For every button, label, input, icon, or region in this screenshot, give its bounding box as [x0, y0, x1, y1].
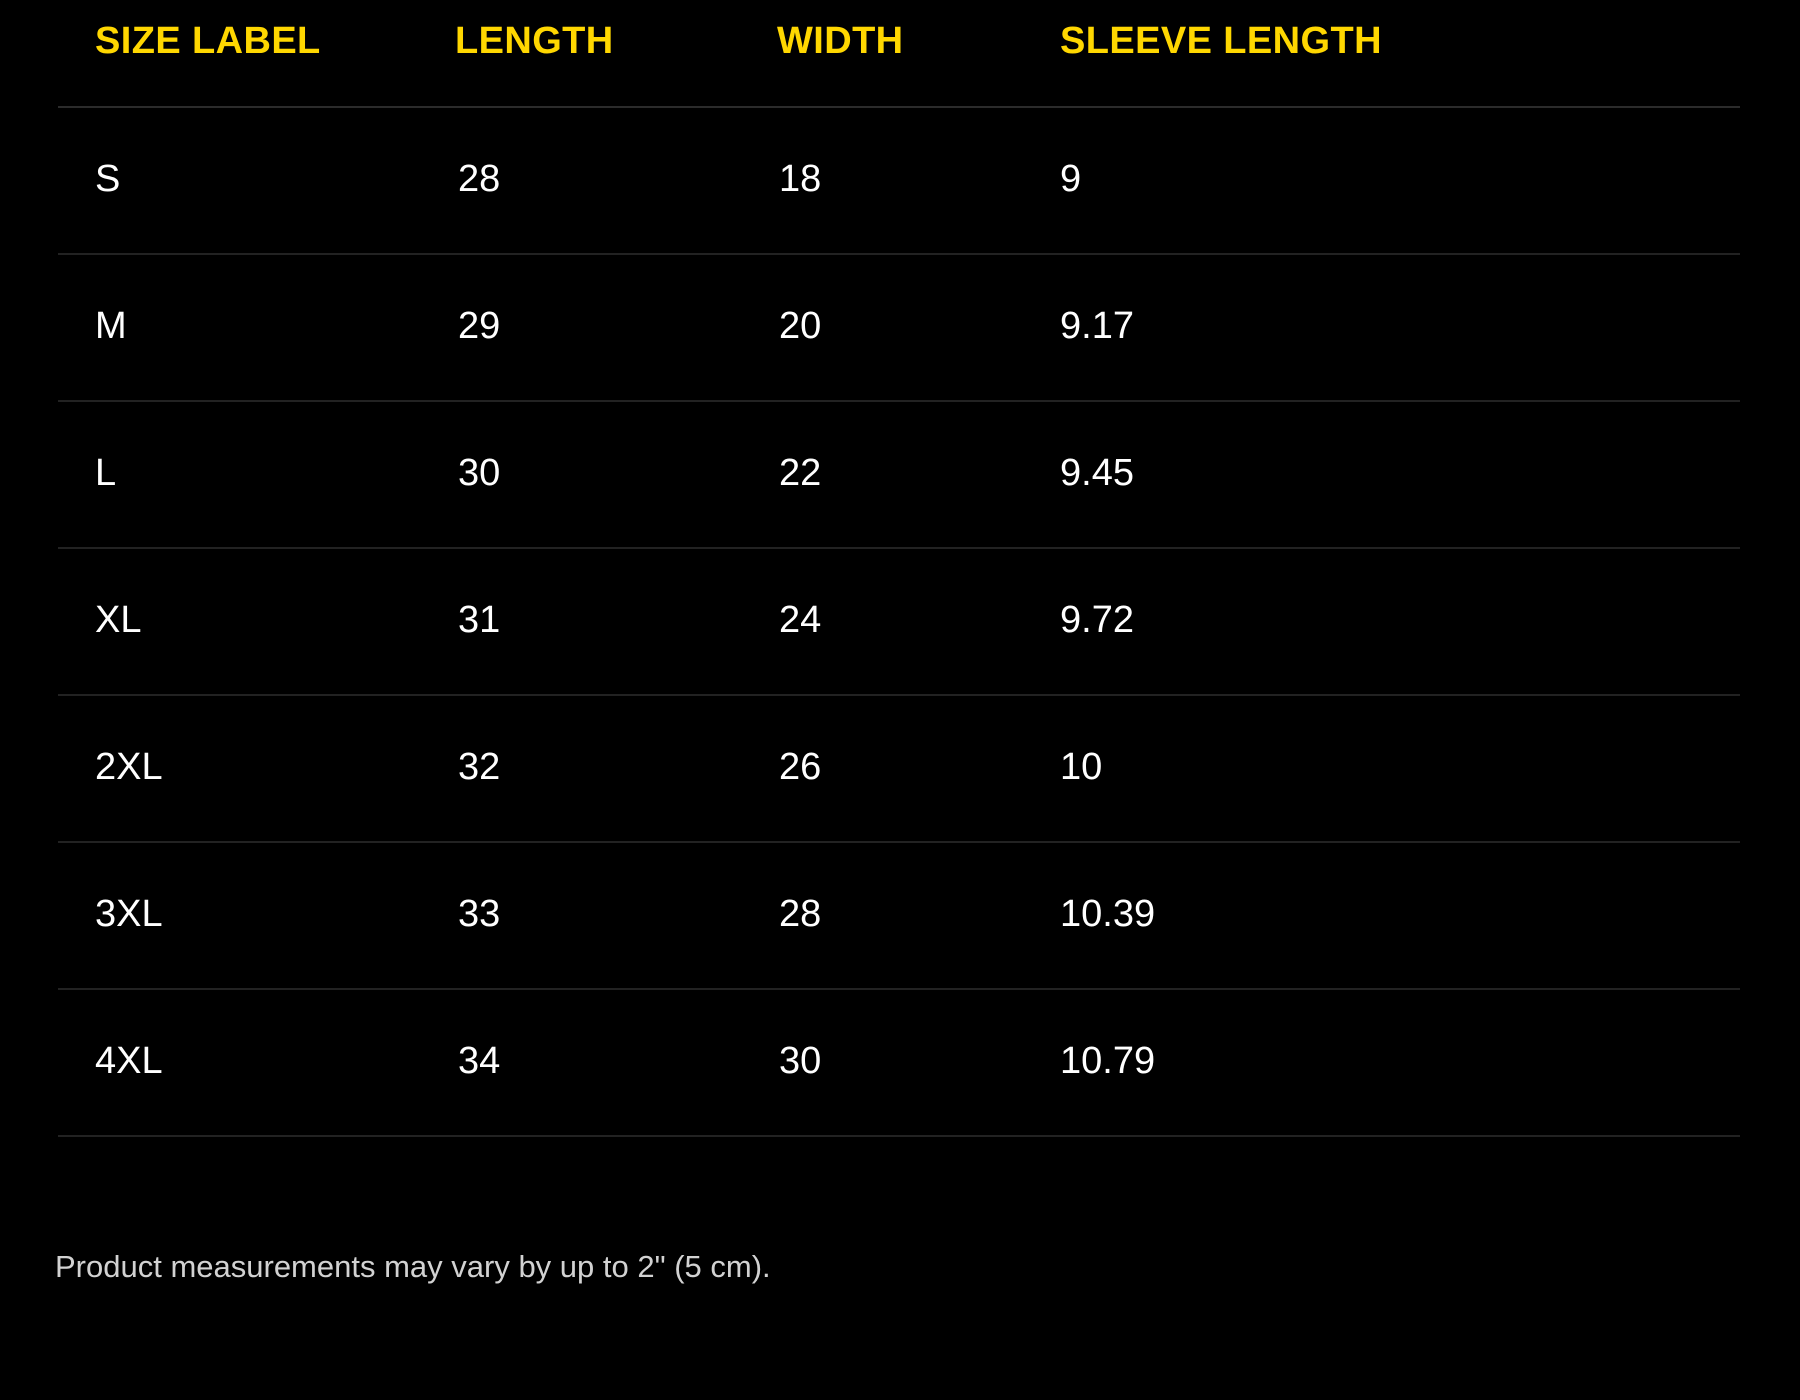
- cell-sleeve-length: 9.17: [1058, 253, 1740, 402]
- cell-width: 26: [768, 694, 1058, 843]
- cell-width: 28: [768, 841, 1058, 990]
- cell-sleeve-length: 9.72: [1058, 547, 1740, 696]
- cell-length: 33: [448, 841, 768, 990]
- cell-size-label: M: [58, 253, 448, 402]
- cell-sleeve-length: 9: [1058, 106, 1740, 255]
- cell-length: 29: [448, 253, 768, 402]
- cell-length: 30: [448, 400, 768, 549]
- cell-width: 18: [768, 106, 1058, 255]
- column-header-size-label: SIZE LABEL: [58, 21, 448, 108]
- size-chart-table: SIZE LABEL LENGTH WIDTH SLEEVE LENGTH S …: [58, 21, 1740, 1137]
- cell-size-label: S: [58, 106, 448, 255]
- column-header-width: WIDTH: [768, 21, 1058, 108]
- measurement-disclaimer-note: Product measurements may vary by up to 2…: [55, 1249, 771, 1284]
- cell-length: 32: [448, 694, 768, 843]
- cell-length: 34: [448, 988, 768, 1137]
- table-row: XL 31 24 9.72: [58, 547, 1740, 696]
- table-body: S 28 18 9 M 29 20 9.17 L 30 22 9.45 XL 3…: [58, 106, 1740, 1137]
- cell-size-label: 3XL: [58, 841, 448, 990]
- table-row: L 30 22 9.45: [58, 400, 1740, 549]
- cell-width: 30: [768, 988, 1058, 1137]
- cell-width: 24: [768, 547, 1058, 696]
- column-header-sleeve-length: SLEEVE LENGTH: [1058, 21, 1740, 108]
- column-header-length: LENGTH: [448, 21, 768, 108]
- cell-width: 20: [768, 253, 1058, 402]
- cell-length: 28: [448, 106, 768, 255]
- cell-length: 31: [448, 547, 768, 696]
- table-row: S 28 18 9: [58, 106, 1740, 255]
- table-row: 4XL 34 30 10.79: [58, 988, 1740, 1137]
- table-row: M 29 20 9.17: [58, 253, 1740, 402]
- cell-sleeve-length: 10.39: [1058, 841, 1740, 990]
- table-header-row: SIZE LABEL LENGTH WIDTH SLEEVE LENGTH: [58, 21, 1740, 108]
- table-row: 3XL 33 28 10.39: [58, 841, 1740, 990]
- cell-sleeve-length: 10: [1058, 694, 1740, 843]
- cell-size-label: XL: [58, 547, 448, 696]
- table-row: 2XL 32 26 10: [58, 694, 1740, 843]
- cell-size-label: 4XL: [58, 988, 448, 1137]
- cell-size-label: L: [58, 400, 448, 549]
- table-header: SIZE LABEL LENGTH WIDTH SLEEVE LENGTH: [58, 21, 1740, 108]
- cell-sleeve-length: 10.79: [1058, 988, 1740, 1137]
- cell-width: 22: [768, 400, 1058, 549]
- cell-sleeve-length: 9.45: [1058, 400, 1740, 549]
- cell-size-label: 2XL: [58, 694, 448, 843]
